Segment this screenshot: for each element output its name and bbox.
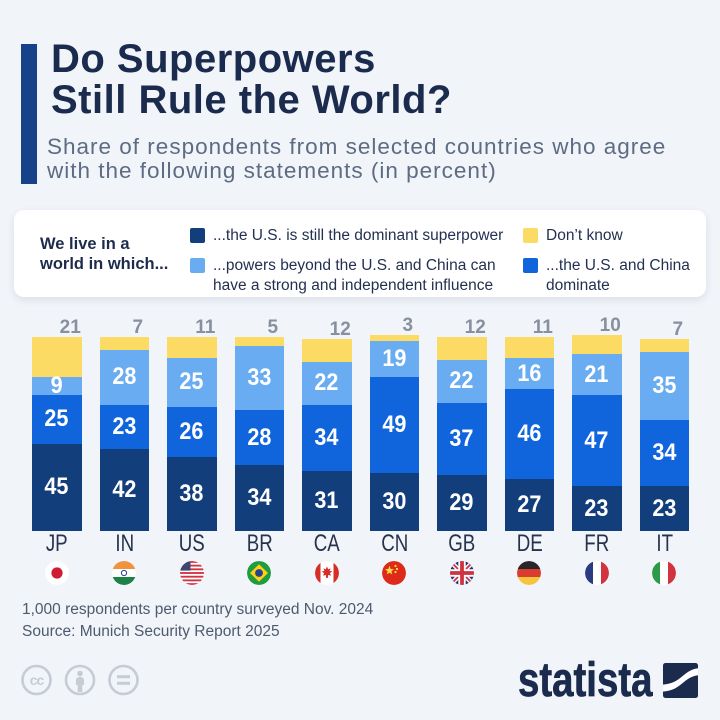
svg-text:cc: cc bbox=[30, 672, 45, 688]
